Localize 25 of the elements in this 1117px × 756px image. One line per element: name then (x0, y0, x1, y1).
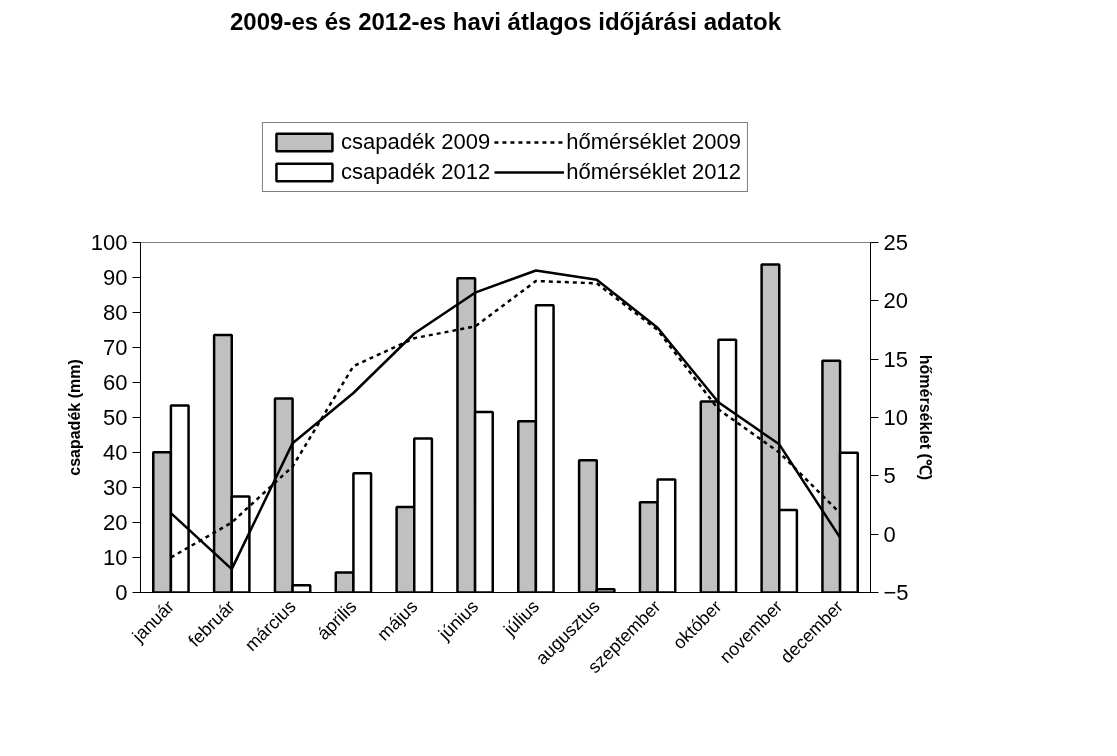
y2-tick-label: −5 (883, 580, 909, 605)
y-tick-label: 20 (103, 510, 128, 535)
y-tick-label: 0 (115, 580, 128, 605)
y2-tick-label: 5 (883, 463, 896, 489)
y-tick-label: 30 (103, 475, 128, 500)
legend-label: hőmérséklet 2009 (566, 129, 742, 155)
y-axis-title: csapadék (mm) (65, 359, 83, 476)
y2-tick-label: 10 (883, 405, 908, 430)
y-tick-label: 80 (103, 300, 128, 325)
y-tick-label: 10 (103, 545, 128, 570)
legend-label: csapadék 2009 (340, 129, 491, 155)
y2-tick-label: 15 (883, 346, 908, 372)
y-tick-label: 60 (103, 370, 128, 395)
y-tick-label: 90 (103, 265, 128, 290)
y-tick-label: 50 (103, 405, 128, 430)
legend-label: hőmérséklet 2012 (566, 159, 742, 185)
y2-axis-title: hőmérséklet (℃) (916, 354, 934, 481)
legend-label: csapadék 2012 (340, 159, 491, 185)
y2-tick-label: 25 (883, 230, 908, 255)
y2-tick-label: 20 (883, 288, 908, 314)
y-tick-label: 100 (90, 230, 128, 255)
y-tick-label: 40 (103, 440, 128, 465)
y-tick-label: 70 (103, 335, 128, 360)
chart-title: 2009-es és 2012-es havi átlagos időjárási adatok (230, 7, 782, 35)
y2-tick-label: 0 (883, 521, 896, 547)
